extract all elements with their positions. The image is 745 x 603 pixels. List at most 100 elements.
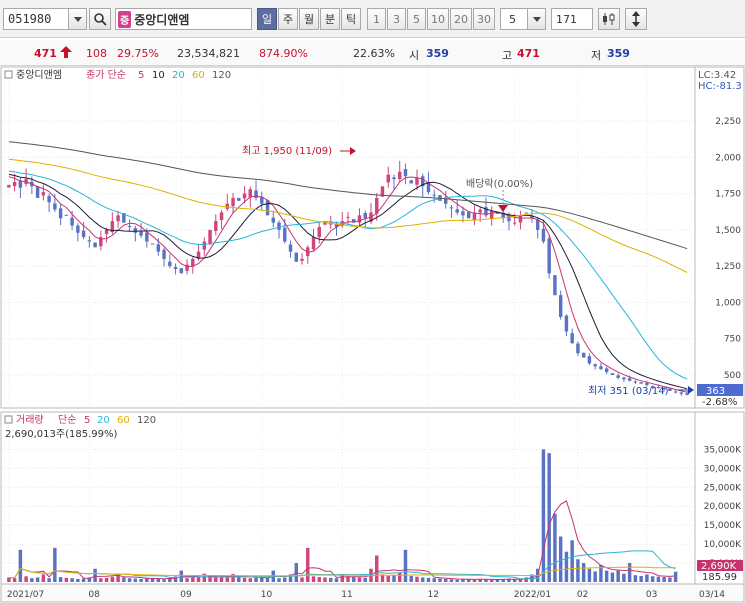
ma60-line xyxy=(8,158,688,273)
time-tick-label: 03 xyxy=(646,590,657,600)
high-price: 471 xyxy=(517,47,540,60)
volume-legend-name: 거래량 xyxy=(16,414,44,426)
unit-select[interactable]: 5 xyxy=(500,8,528,30)
candle-body xyxy=(7,184,11,188)
interval-10-button[interactable]: 10 xyxy=(427,8,449,30)
candle-body xyxy=(547,238,551,274)
search-button[interactable] xyxy=(89,8,111,30)
candle-body xyxy=(420,176,425,187)
volume-bar xyxy=(507,578,511,582)
volume-legend-ma60: 60 xyxy=(117,415,130,426)
candle-body xyxy=(196,251,201,259)
stock-code-input[interactable]: 051980 xyxy=(3,8,69,30)
volume-current-tag-text: 2,690K xyxy=(701,561,737,572)
count-input[interactable]: 171 xyxy=(551,8,593,30)
candle-body xyxy=(265,200,270,216)
candle-body xyxy=(300,258,304,261)
volume-bar xyxy=(610,572,615,582)
vertical-scale-button[interactable] xyxy=(625,8,647,30)
candle-body xyxy=(122,213,126,223)
candle-body xyxy=(127,225,132,227)
time-tick-label: 08 xyxy=(88,590,100,600)
price-tick-label: 1,000 xyxy=(715,298,741,308)
volume-bar xyxy=(185,578,189,582)
volume-bar xyxy=(449,579,454,582)
interval-1-label: 1 xyxy=(373,12,380,26)
volume-bar xyxy=(403,549,408,582)
interval-20-button[interactable]: 20 xyxy=(450,8,472,30)
current-price: 471 xyxy=(34,47,57,60)
low-annotation: 최저 351 (03/14) xyxy=(588,385,694,397)
arrow-right-icon xyxy=(350,147,356,155)
period-month-button[interactable]: 월 xyxy=(299,8,319,30)
candle-body xyxy=(662,387,666,390)
volume-legend-ma5: 5 xyxy=(84,415,90,426)
volume-bar xyxy=(104,577,109,582)
period-day-button[interactable]: 일 xyxy=(257,8,277,30)
volume-bar xyxy=(242,577,247,582)
volume-bar xyxy=(478,578,482,582)
interval-3-button[interactable]: 3 xyxy=(387,8,406,30)
volume-bar xyxy=(265,578,270,582)
volume-bar xyxy=(627,563,632,582)
candle-body xyxy=(162,249,166,259)
volume-bar xyxy=(340,574,344,582)
interval-1-button[interactable]: 1 xyxy=(367,8,386,30)
volume-bar xyxy=(673,571,678,582)
candle-body xyxy=(415,177,419,185)
time-tick-label: 11 xyxy=(341,590,352,600)
volume-bar xyxy=(208,575,212,582)
stock-code-value: 051980 xyxy=(8,12,52,26)
candle-body xyxy=(564,315,569,332)
time-x-ticks: 2021/07 08 09 10 11 12 2022/01 02 03 03/14 xyxy=(7,590,725,600)
volume-tick-label: 10,000K xyxy=(704,540,742,550)
candle-body xyxy=(392,177,396,180)
stock-name-box[interactable]: 증 중앙디앤엠 xyxy=(115,8,252,30)
candle-body xyxy=(409,180,413,184)
interval-30-button[interactable]: 30 xyxy=(473,8,495,30)
volume-bar xyxy=(133,578,138,582)
price-legend: 중앙디앤엠 종가 단순 5 10 20 60 120 xyxy=(4,69,231,81)
period-week-button[interactable]: 주 xyxy=(278,8,298,30)
unit-dropdown-button[interactable] xyxy=(528,8,546,30)
candle-body xyxy=(53,203,57,210)
volume-bar xyxy=(283,577,287,582)
candle-body xyxy=(277,222,281,230)
volume-bar xyxy=(553,513,557,582)
candle-body xyxy=(139,231,143,236)
open-price: 359 xyxy=(426,47,449,60)
interval-5-button[interactable]: 5 xyxy=(407,8,426,30)
candle-body xyxy=(489,210,494,219)
candle-body xyxy=(242,193,247,199)
candle-body xyxy=(380,186,385,197)
candle-toggle-button[interactable] xyxy=(598,8,620,30)
candle-body xyxy=(472,212,477,221)
volume-bar xyxy=(576,559,580,582)
period-minute-button[interactable]: 분 xyxy=(320,8,340,30)
volume-bar xyxy=(122,577,126,582)
period-tick-button[interactable]: 틱 xyxy=(341,8,361,30)
chart-area[interactable]: 2,250 2,000 1,750 1,500 1,250 1,000 750 500 35,… xyxy=(0,66,745,603)
candle-body xyxy=(47,195,51,203)
open-label: 시 xyxy=(409,49,420,62)
volume-legend-ma120: 120 xyxy=(137,415,156,426)
volume-bar xyxy=(375,555,379,582)
volume-bar xyxy=(489,579,494,582)
price-y-ticks: 2,250 2,000 1,750 1,500 1,250 1,000 750 500 xyxy=(715,117,741,381)
legend-ma120: 120 xyxy=(212,70,231,81)
candle-body xyxy=(168,261,172,267)
candle-body xyxy=(398,171,402,180)
legend-stock-name: 중앙디앤엠 xyxy=(16,69,62,81)
volume-bar xyxy=(622,573,626,582)
candle-body xyxy=(386,174,390,183)
period-day-label: 일 xyxy=(261,13,273,26)
volume-bar xyxy=(357,577,362,582)
volume-bar xyxy=(599,564,603,582)
arrow-down-icon xyxy=(498,205,508,212)
stock-chart[interactable]: 2,250 2,000 1,750 1,500 1,250 1,000 750 500 35,… xyxy=(0,66,745,603)
volume-bar xyxy=(139,578,143,582)
candle-body xyxy=(524,212,528,214)
current-price-tag-text: 363 xyxy=(706,386,725,397)
volume-bar xyxy=(547,453,551,582)
code-dropdown-button[interactable] xyxy=(69,8,87,30)
